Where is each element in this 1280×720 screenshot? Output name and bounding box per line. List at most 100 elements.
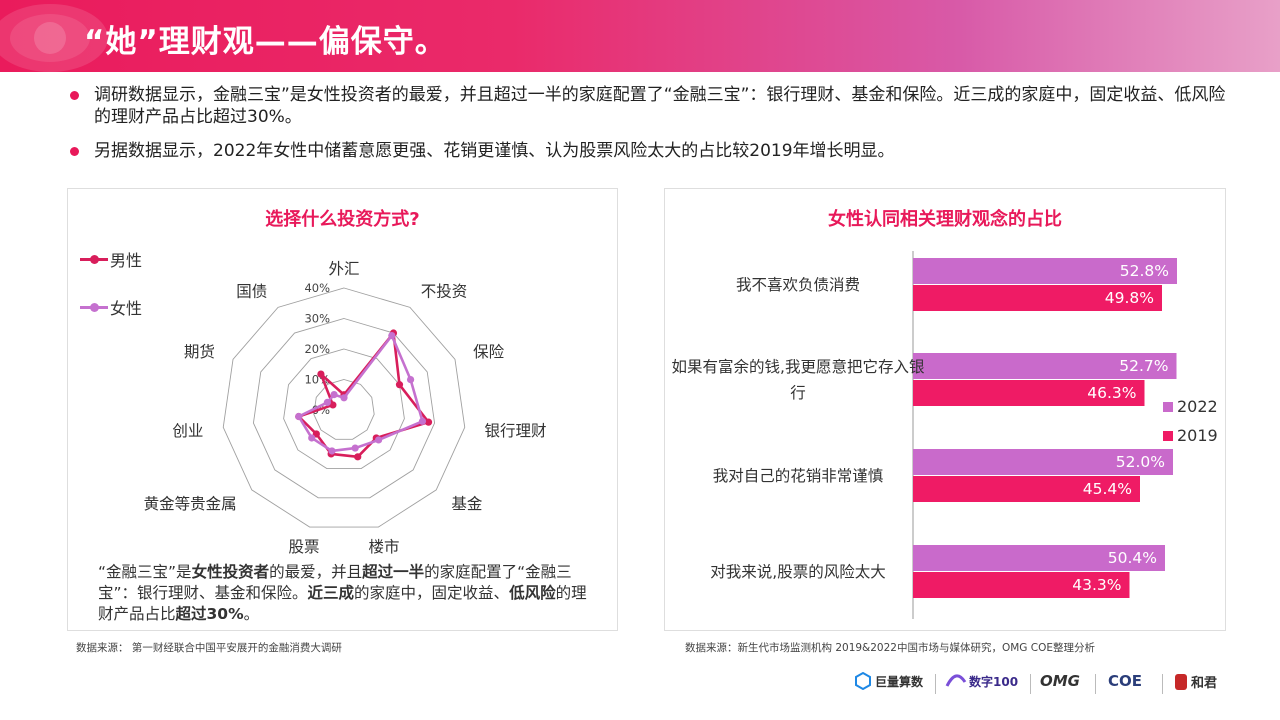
radar-data-point	[354, 453, 362, 461]
bar-category-label: 行	[790, 384, 806, 402]
bar-value-label: 52.7%	[1119, 357, 1168, 375]
radar-grid-ring	[313, 379, 375, 440]
note-text: 的理财产品占比	[98, 584, 587, 623]
radar-data-point	[406, 375, 415, 384]
radar-data-point	[388, 331, 396, 340]
bullet-dot-icon	[70, 91, 79, 100]
note-text: 的最爱，并且	[269, 563, 363, 581]
bar	[913, 380, 1145, 406]
bar-category-label: 我对自己的花销非常谨慎	[713, 467, 884, 485]
bar	[913, 572, 1130, 598]
legend-label: 2019	[1177, 426, 1218, 445]
legend-label: 男性	[110, 251, 143, 270]
bar-value-label: 52.0%	[1116, 453, 1165, 471]
right-source: 数据来源：新生代市场监测机构 2019&2022中国市场与媒体研究，OMG CO…	[685, 642, 1095, 654]
radar-data-point	[330, 391, 338, 399]
divider	[935, 674, 936, 694]
radar-note: “金融三宝”是女性投资者的最爱，并且超过一半的家庭配置了“金融三宝”：银行理财、…	[98, 562, 598, 625]
juliang-logo-icon	[855, 672, 871, 690]
divider	[1030, 674, 1031, 694]
radar-data-point	[308, 434, 316, 442]
radar-chart-title: 选择什么投资方式?	[265, 209, 420, 230]
note-text: “金融三宝”是	[98, 563, 192, 581]
radar-grid-ring	[252, 318, 436, 499]
radar-category-label: 基金	[451, 495, 483, 513]
radar-data-point	[374, 436, 383, 444]
radar-chart-panel: 选择什么投资方式? 男性 女性 0% 10% 20% 30% 40% 外汇 不投资 保险 银行理…	[67, 188, 618, 631]
radar-category-label: 不投资	[421, 283, 468, 301]
bar-value-label: 49.8%	[1105, 289, 1154, 307]
radar-category-label: 期货	[184, 343, 215, 361]
legend-item-2022: 2022	[1163, 397, 1218, 416]
radar-chart: 0%10%20%30%40%外汇不投资保险银行理财基金楼市股票黄金等贵金属创业期…	[144, 260, 547, 556]
bar	[913, 545, 1165, 571]
radar-data-point	[418, 417, 427, 425]
radar-data-point	[317, 370, 325, 378]
radar-category-label: 创业	[172, 422, 203, 440]
square-2019-icon	[1163, 430, 1173, 441]
logo-hejun: 和君	[1174, 672, 1217, 691]
note-emphasis: 超过30%	[175, 605, 244, 623]
note-emphasis: 女性投资者	[191, 563, 270, 581]
bar-chart-panel: 女性认同相关理财观念的占比 52.8% 49.8% 我不喜欢负债消费 52.7% 46.…	[664, 188, 1226, 631]
bar-value-label: 52.8%	[1120, 262, 1169, 280]
bar-category-label: 如果有富余的钱,我更愿意把它存入银	[672, 357, 925, 376]
radar-category-label: 银行理财	[485, 422, 547, 440]
logo-coe: COE	[1108, 672, 1142, 690]
legend-label: 2022	[1177, 397, 1218, 416]
footer-logos: 巨量算数 数字100 OMG COE 和君	[850, 668, 1230, 698]
logo-text: 数字100	[969, 674, 1019, 689]
radar-data-point	[295, 412, 303, 421]
bullet-item: 另据数据显示，2022年女性中储蓄意愿更强、花销更谨慎、认为股票风险太大的占比较…	[68, 140, 1228, 162]
shuzi100-logo-icon	[945, 674, 967, 687]
radar-data-point	[424, 418, 433, 426]
bullet-text: 调研数据显示，金融三宝”是女性投资者的最爱，并且超过一半的家庭配置了“金融三宝”…	[94, 85, 1226, 127]
logo-juliang: 巨量算数	[854, 672, 923, 690]
radar-category-label: 股票	[288, 538, 319, 556]
hejun-seal-icon	[1175, 673, 1187, 690]
legend-label: 女性	[110, 299, 143, 318]
square-2022-icon	[1163, 401, 1173, 412]
bar-value-label: 46.3%	[1087, 384, 1136, 402]
divider	[1095, 674, 1096, 694]
page-title: “她”理财观——偏保守。	[84, 24, 447, 60]
summary-bullets: 调研数据显示，金融三宝”是女性投资者的最爱，并且超过一半的家庭配置了“金融三宝”…	[68, 84, 1228, 174]
radar-data-point	[328, 447, 336, 455]
bullet-dot-icon	[70, 147, 79, 156]
bar	[913, 258, 1177, 284]
bar-chart-title: 女性认同相关理财观念的占比	[828, 209, 1062, 230]
radar-tick-label: 30%	[304, 312, 330, 326]
male-line-marker-icon	[80, 254, 108, 264]
bar	[913, 449, 1173, 475]
legend-item-male: 男性	[80, 247, 142, 271]
header-banner: “她”理财观——偏保守。	[0, 0, 1280, 72]
bullet-text: 另据数据显示，2022年女性中储蓄意愿更强、花销更谨慎、认为股票风险太大的占比较…	[94, 141, 895, 161]
bar-value-label: 50.4%	[1108, 549, 1157, 567]
logo-shuzi100: 数字100	[945, 672, 1018, 690]
logo-omg: OMG	[1040, 672, 1080, 690]
bar-chart: 52.8% 49.8% 我不喜欢负债消费 52.7% 46.3% 如果有富余的钱,我更愿意…	[672, 251, 1177, 619]
bar	[913, 476, 1140, 502]
bar-category-label: 对我来说,股票的风险太大	[710, 563, 885, 581]
logo-text: COE	[1108, 672, 1143, 690]
logo-text: OMG	[1040, 672, 1080, 690]
radar-data-point	[329, 401, 337, 409]
bar-category-label: 我不喜欢负债消费	[736, 276, 860, 294]
radar-data-point	[323, 398, 331, 406]
radar-category-label: 外汇	[328, 260, 359, 278]
logo-text: 巨量算数	[875, 674, 924, 689]
bar	[913, 285, 1162, 311]
radar-grid-ring	[222, 287, 466, 528]
note-emphasis: 超过一半	[362, 563, 425, 581]
note-text: 。	[243, 605, 260, 623]
radar-category-label: 黄金等贵金属	[144, 495, 237, 513]
note-emphasis: 近三成	[307, 584, 355, 602]
radar-category-label: 保险	[473, 343, 505, 361]
note-text: 的家庭配置了“金融三宝”：银行理财、基金和保险。	[98, 563, 572, 602]
left-source: 数据来源： 第一财经联合中国平安展开的金融消费大调研	[76, 642, 342, 654]
bar-value-label: 45.4%	[1083, 480, 1132, 498]
eye-logo-icon	[0, 4, 108, 72]
radar-data-point	[395, 381, 404, 389]
female-line-marker-icon	[80, 302, 108, 312]
radar-data-point	[340, 394, 348, 402]
